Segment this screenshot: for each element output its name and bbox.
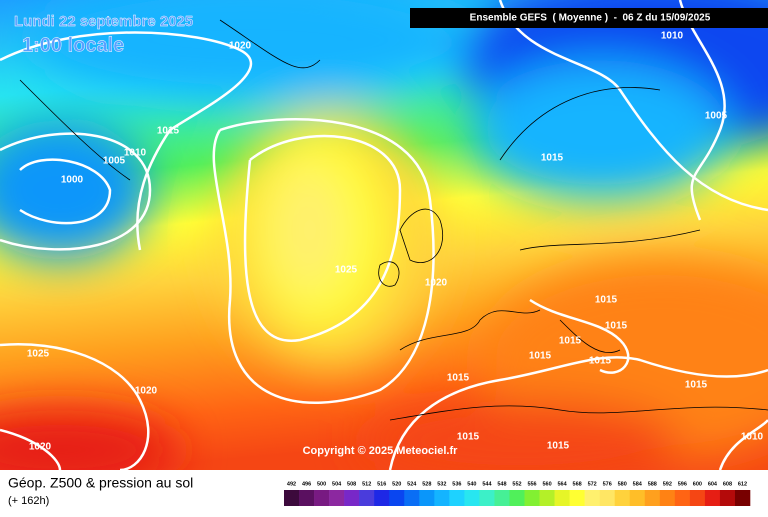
isobar-label: 1010 xyxy=(661,31,684,42)
scale-label: 500 xyxy=(317,481,326,487)
scale-swatch xyxy=(509,490,525,506)
scale-label: 496 xyxy=(302,481,311,487)
isobar-label: 1020 xyxy=(229,41,252,52)
isobar-label: 1015 xyxy=(595,295,618,306)
scale-label: 576 xyxy=(603,481,612,487)
footer-title: Géop. Z500 & pression au sol xyxy=(8,475,193,491)
isobar-label: 1020 xyxy=(29,442,52,453)
scale-swatch xyxy=(524,490,540,506)
scale-swatch xyxy=(614,490,631,506)
scale-swatch xyxy=(689,490,706,506)
scale-label: 592 xyxy=(663,481,672,487)
scale-label: 600 xyxy=(693,481,702,487)
scale-swatch xyxy=(734,490,751,506)
scale-label: 552 xyxy=(512,481,521,487)
isobar-label: 1010 xyxy=(741,432,764,443)
isobar-label: 1015 xyxy=(685,380,708,391)
scale-swatch xyxy=(659,490,676,506)
scale-label: 572 xyxy=(588,481,597,487)
scale-label: 584 xyxy=(633,481,643,487)
scale-label: 540 xyxy=(467,481,476,487)
isobar-label: 1015 xyxy=(529,351,552,362)
run-label: Ensemble GEFS ( Moyenne ) - 06 Z du 15/0… xyxy=(470,13,711,24)
scale-swatch xyxy=(284,490,300,506)
isobar-label: 1020 xyxy=(135,386,158,397)
scale-label: 608 xyxy=(723,481,732,487)
scale-label: 548 xyxy=(497,481,506,487)
isobar-label: 1005 xyxy=(103,156,126,167)
scale-swatch xyxy=(629,490,646,506)
scale-label: 596 xyxy=(678,481,687,487)
isobar-label: 1000 xyxy=(61,175,84,186)
scale-swatch xyxy=(554,490,570,506)
scale-label: 512 xyxy=(362,481,371,487)
isobar-label: 1015 xyxy=(541,153,564,164)
scale-label: 568 xyxy=(573,481,582,487)
isobar-label: 1020 xyxy=(425,278,448,289)
scale-swatch xyxy=(569,490,585,506)
scale-label: 524 xyxy=(407,481,417,487)
scale-label: 532 xyxy=(437,481,446,487)
scale-swatch xyxy=(644,490,661,506)
isobar-label: 1010 xyxy=(124,148,147,159)
scale-swatch xyxy=(404,490,420,506)
scale-swatch xyxy=(329,490,345,506)
scale-swatch xyxy=(374,490,390,506)
isobar-label: 1025 xyxy=(335,265,358,276)
scale-swatch xyxy=(314,490,330,506)
isobars xyxy=(0,0,768,470)
scale-swatch xyxy=(389,490,405,506)
isobar-label: 1015 xyxy=(157,126,180,137)
isobar-labels: 1020101010151010100510001005101510251020… xyxy=(27,31,764,453)
scale-label: 560 xyxy=(542,481,551,487)
scale-swatch xyxy=(704,490,721,506)
scale-swatch xyxy=(434,490,450,506)
coastlines xyxy=(19,19,768,421)
scale-label: 544 xyxy=(482,481,492,487)
isobar-label: 1015 xyxy=(547,441,570,452)
scale-swatch xyxy=(359,490,375,506)
footer-lead: (+ 162h) xyxy=(8,495,49,507)
scale-label: 516 xyxy=(377,481,386,487)
isobar-label: 1005 xyxy=(705,111,728,122)
scale-swatch xyxy=(674,490,691,506)
field xyxy=(0,0,768,470)
map-title: Lundi 22 septembre 2025 xyxy=(14,13,193,30)
run-box xyxy=(410,8,768,28)
scale-label: 528 xyxy=(422,481,431,487)
scale-label: 580 xyxy=(618,481,627,487)
scale-label: 536 xyxy=(452,481,461,487)
scale-swatch xyxy=(449,490,465,506)
scale-label: 508 xyxy=(347,481,356,487)
scale-label: 612 xyxy=(738,481,747,487)
isobar-label: 1015 xyxy=(447,373,470,384)
scale-swatch xyxy=(479,490,495,506)
scale-swatch xyxy=(494,490,510,506)
isobar-label: 1015 xyxy=(605,321,628,332)
copyright: Copyright © 2025 Meteociel.fr xyxy=(303,445,459,457)
isobar-label: 1025 xyxy=(27,349,50,360)
scale-swatch xyxy=(419,490,435,506)
scale-swatch xyxy=(344,490,360,506)
scale-swatch xyxy=(584,490,600,506)
scale-label: 564 xyxy=(558,481,568,487)
scale-label: 492 xyxy=(287,481,296,487)
color-scale: 492 496 500 504 508 512 516 520 524 528 532 536 540 5… xyxy=(284,481,751,506)
isobar-label: 1015 xyxy=(457,432,480,443)
scale-label: 604 xyxy=(708,481,718,487)
scale-label: 504 xyxy=(332,481,342,487)
map-subtitle: 1:00 locale xyxy=(22,34,124,56)
isobar-label: 1015 xyxy=(589,356,612,367)
scale-swatch xyxy=(539,490,555,506)
scale-label: 588 xyxy=(648,481,657,487)
scale-swatch xyxy=(719,490,736,506)
scale-label: 520 xyxy=(392,481,401,487)
isobar-label: 1015 xyxy=(559,336,582,347)
scale-swatch xyxy=(599,490,616,506)
scale-label: 556 xyxy=(527,481,536,487)
scale-swatch xyxy=(299,490,315,506)
scale-swatch xyxy=(464,490,480,506)
